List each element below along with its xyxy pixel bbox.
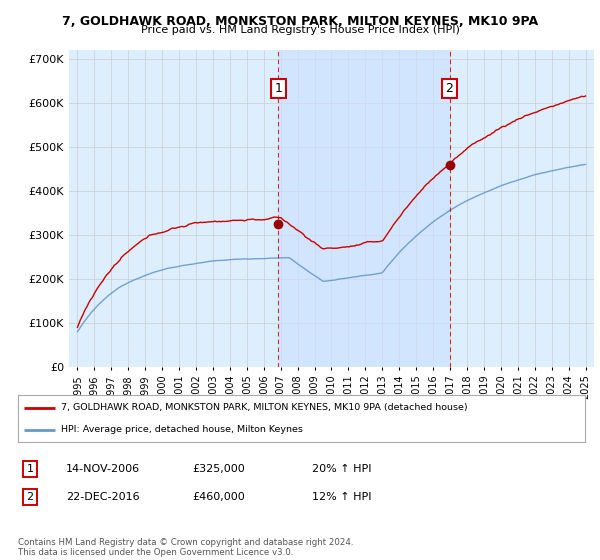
Text: 14-NOV-2006: 14-NOV-2006 xyxy=(66,464,140,474)
Text: 20% ↑ HPI: 20% ↑ HPI xyxy=(312,464,371,474)
Text: Contains HM Land Registry data © Crown copyright and database right 2024.
This d: Contains HM Land Registry data © Crown c… xyxy=(18,538,353,557)
Text: £460,000: £460,000 xyxy=(192,492,245,502)
Text: 2: 2 xyxy=(26,492,34,502)
Text: 22-DEC-2016: 22-DEC-2016 xyxy=(66,492,140,502)
Bar xyxy=(278,50,449,367)
Text: 12% ↑ HPI: 12% ↑ HPI xyxy=(312,492,371,502)
Text: 7, GOLDHAWK ROAD, MONKSTON PARK, MILTON KEYNES, MK10 9PA (detached house): 7, GOLDHAWK ROAD, MONKSTON PARK, MILTON … xyxy=(61,403,467,412)
Text: 7, GOLDHAWK ROAD, MONKSTON PARK, MILTON KEYNES, MK10 9PA: 7, GOLDHAWK ROAD, MONKSTON PARK, MILTON … xyxy=(62,15,538,28)
Text: 1: 1 xyxy=(275,82,283,95)
Text: HPI: Average price, detached house, Milton Keynes: HPI: Average price, detached house, Milt… xyxy=(61,425,302,434)
Text: £325,000: £325,000 xyxy=(192,464,245,474)
Text: 2: 2 xyxy=(446,82,454,95)
Text: 1: 1 xyxy=(26,464,34,474)
Text: Price paid vs. HM Land Registry's House Price Index (HPI): Price paid vs. HM Land Registry's House … xyxy=(140,25,460,35)
